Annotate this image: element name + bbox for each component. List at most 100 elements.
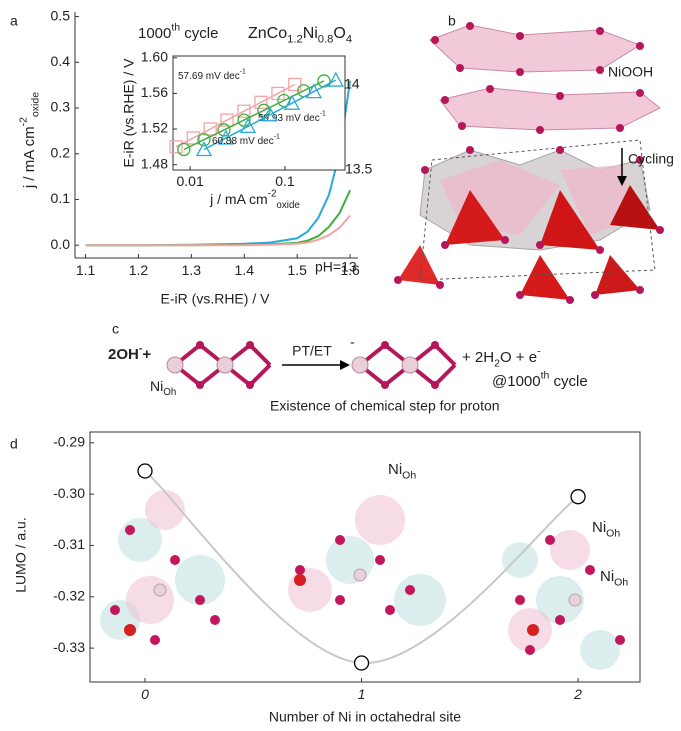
x-tick-label: 1 bbox=[358, 686, 366, 702]
x-tick-label: 1.4 bbox=[235, 262, 255, 278]
x-tick-label: 0.1 bbox=[275, 173, 295, 189]
text-part: -1 bbox=[240, 68, 246, 75]
x-tick-label: 0.01 bbox=[176, 173, 203, 189]
y-tick-label: 1.56 bbox=[141, 84, 168, 100]
y-tick-label: 1.52 bbox=[141, 120, 168, 136]
marker bbox=[203, 122, 217, 136]
note: @1000th cycle bbox=[492, 369, 588, 390]
text-part: - bbox=[139, 342, 143, 354]
marker bbox=[237, 104, 251, 118]
orbitals bbox=[100, 490, 625, 670]
x-axis-label: Number of Ni in octahedral site bbox=[269, 709, 461, 725]
reactant: 2OH-+ bbox=[108, 342, 151, 363]
y-tick-label: 0.1 bbox=[51, 190, 71, 206]
text-part: oxide bbox=[29, 92, 41, 117]
tetrahedron bbox=[398, 245, 440, 285]
panel-label: a bbox=[10, 13, 18, 29]
octahedra-layer bbox=[439, 87, 661, 131]
atoms bbox=[394, 22, 664, 304]
text-part: O bbox=[333, 25, 345, 42]
text-part: j / mA cm bbox=[21, 126, 38, 189]
fit-line bbox=[203, 79, 337, 151]
series-label: 59.93 mV dec-1 bbox=[258, 110, 326, 123]
text-part: Oh bbox=[606, 527, 620, 539]
text-part: Ni bbox=[303, 25, 318, 42]
o-atoms bbox=[110, 525, 625, 655]
marker bbox=[220, 113, 234, 127]
y-tick-label: 0.2 bbox=[51, 144, 71, 160]
marker bbox=[261, 106, 279, 122]
text-part: e bbox=[529, 349, 537, 366]
text-part: 2 bbox=[494, 357, 500, 369]
y-tick-label: 0.0 bbox=[51, 236, 71, 252]
point bbox=[353, 655, 370, 671]
reaction-arrowhead bbox=[340, 360, 350, 370]
series-label: pH=13 bbox=[315, 259, 357, 275]
text-part: Ni bbox=[600, 568, 614, 585]
y-tick-label: -0.33 bbox=[53, 639, 85, 655]
marker bbox=[288, 77, 302, 92]
fit-line bbox=[183, 80, 325, 151]
orbital-lobes bbox=[100, 518, 620, 670]
marker bbox=[283, 94, 301, 110]
x-tick-label: 1.6 bbox=[340, 262, 360, 278]
text-part: 59.93 mV dec bbox=[258, 113, 320, 124]
plot-frame bbox=[89, 431, 641, 683]
x-tick-label: 1.2 bbox=[129, 262, 149, 278]
zn-atoms bbox=[124, 574, 539, 636]
text-part: @1000 bbox=[492, 373, 541, 390]
text-part: Oh bbox=[402, 469, 416, 481]
crystal-structure bbox=[394, 22, 664, 304]
text-part: 4 bbox=[346, 34, 352, 46]
products: + 2H2O + e- bbox=[462, 345, 541, 369]
text-part: ZnCo bbox=[248, 25, 287, 42]
text-part: Oh bbox=[163, 386, 176, 397]
text-part: th bbox=[171, 21, 180, 33]
point bbox=[137, 463, 153, 479]
marker bbox=[177, 142, 191, 157]
text-part: Oh bbox=[614, 576, 628, 588]
x-tick-label: 0 bbox=[141, 686, 149, 702]
molecules bbox=[166, 341, 457, 389]
y-axis-label: j / mA cm-2oxide bbox=[17, 92, 41, 189]
y-tick-label: -0.32 bbox=[53, 587, 85, 603]
o-atoms bbox=[196, 341, 439, 389]
text-part: 57.69 mV dec bbox=[178, 71, 240, 82]
site-label: NiOh bbox=[150, 378, 176, 398]
tetrahedron bbox=[520, 255, 570, 300]
marker bbox=[169, 140, 183, 154]
text-part: oxide bbox=[276, 199, 300, 210]
panel-label: b bbox=[448, 13, 456, 29]
arrow-label: Cycling bbox=[628, 151, 674, 167]
y-tick-label: 0.5 bbox=[51, 7, 71, 23]
tetrahedron bbox=[445, 190, 505, 245]
y-tick-label: 1.60 bbox=[141, 48, 168, 64]
series-label: 57.69 mV dec-1 bbox=[178, 68, 246, 81]
text-part: 2OH bbox=[108, 346, 139, 363]
text-part: cycle bbox=[549, 373, 587, 390]
plot-frame bbox=[172, 55, 346, 171]
phase-label: NiOOH bbox=[608, 64, 653, 80]
series-label: 13.5 bbox=[345, 161, 372, 177]
tetrahedron bbox=[610, 185, 660, 230]
arrow-label: PT/ET bbox=[292, 343, 332, 359]
y-tick-label: -0.29 bbox=[53, 433, 85, 449]
text-part: Ni bbox=[592, 519, 606, 536]
marker bbox=[186, 131, 200, 145]
x-tick-label: 1.1 bbox=[76, 262, 96, 278]
marker bbox=[195, 141, 213, 157]
y-axis-label: E-iR (vs.RHE) / V bbox=[121, 58, 137, 168]
x-axis-label: j / mA cm-2oxide bbox=[209, 188, 300, 210]
fit-line bbox=[175, 83, 296, 148]
caption: Existence of chemical step for proton bbox=[270, 398, 500, 414]
text-part: -1 bbox=[320, 110, 326, 117]
tetrahedron bbox=[595, 255, 640, 295]
cycling-arrowhead bbox=[617, 176, 627, 186]
y-tick-label: 0.4 bbox=[51, 53, 71, 69]
site-label: NiOh bbox=[592, 519, 620, 539]
charge: - bbox=[350, 334, 355, 350]
text-part: 60.88 mV dec bbox=[212, 136, 274, 147]
marker bbox=[254, 95, 268, 109]
chart-title: 1000th cycle bbox=[138, 21, 218, 42]
